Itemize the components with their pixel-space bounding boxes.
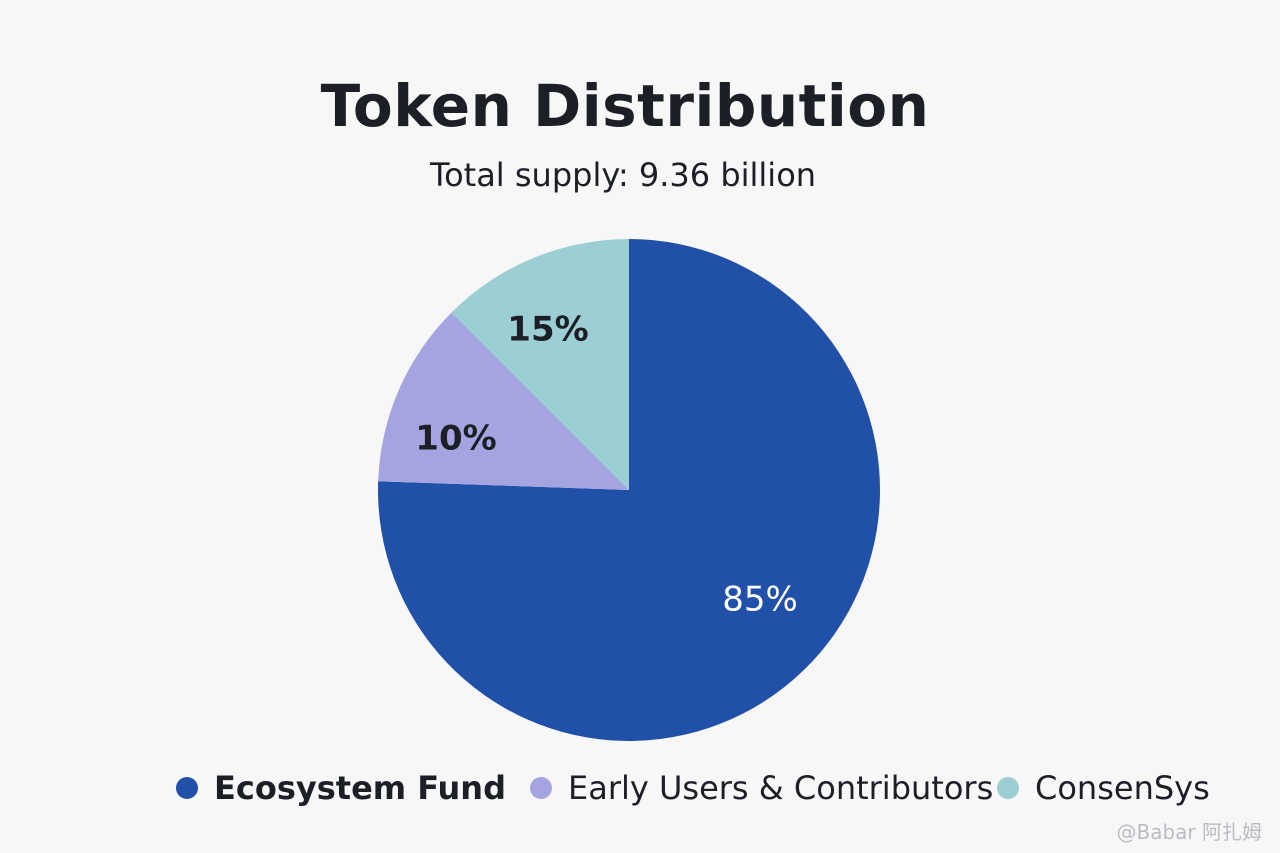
legend-swatch xyxy=(997,777,1019,799)
slice-label-ecosystem-fund: 85% xyxy=(722,580,798,620)
legend-label: Ecosystem Fund xyxy=(214,769,506,807)
watermark: @Babar 阿扎姆 xyxy=(1116,820,1262,844)
legend-item-early-users: Early Users & Contributors xyxy=(530,760,993,816)
slice-consensys xyxy=(451,239,629,490)
pie-labels: 85% 10% 15% xyxy=(415,310,797,620)
pie-slices xyxy=(377,239,880,741)
slice-ecosystem-fund xyxy=(377,239,880,741)
chart-subtitle: Total supply: 9.36 billion xyxy=(429,156,817,194)
legend-swatch xyxy=(530,777,552,799)
chart-title: Token Distribution xyxy=(320,72,930,140)
legend-item-consensys: ConsenSys xyxy=(997,760,1210,816)
legend-label: Early Users & Contributors xyxy=(568,769,994,807)
slice-label-consensys: 15% xyxy=(507,310,588,350)
legend: Ecosystem Fund Early Users & Contributor… xyxy=(0,760,1280,816)
slice-label-early-users: 10% xyxy=(415,419,496,459)
legend-swatch xyxy=(176,777,198,799)
legend-label: ConsenSys xyxy=(1035,769,1210,807)
slice-early-users xyxy=(378,312,629,490)
legend-item-ecosystem-fund: Ecosystem Fund xyxy=(176,760,506,816)
